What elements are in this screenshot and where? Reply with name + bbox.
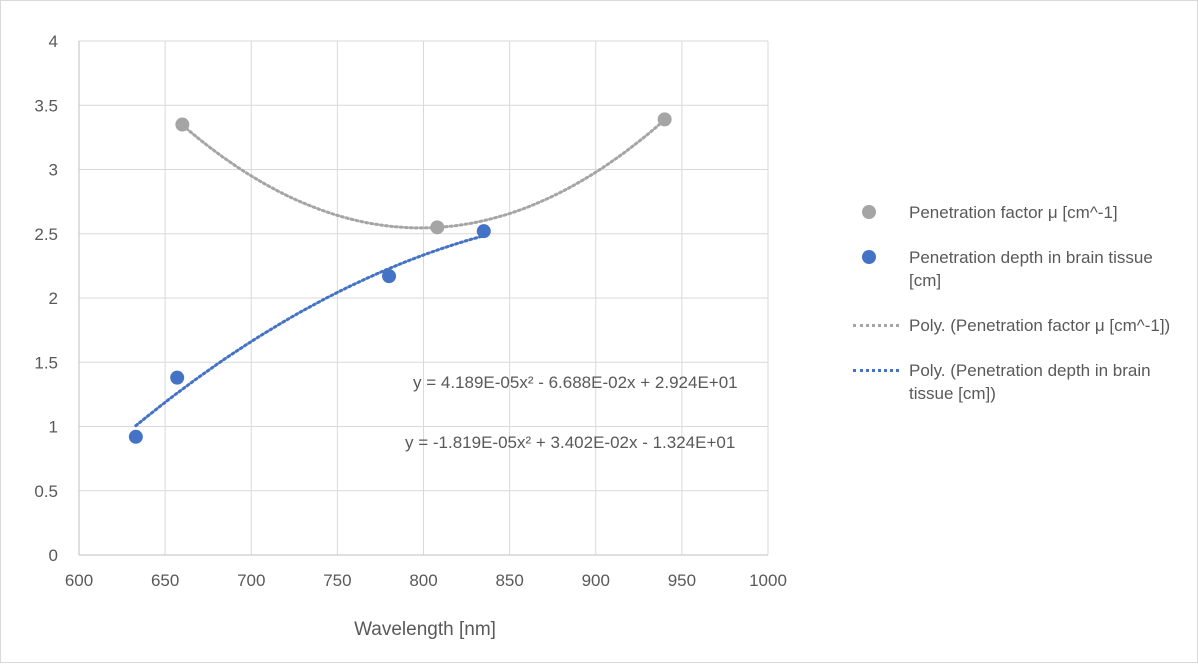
data-point-series-1 (128, 429, 143, 444)
legend-label: Poly. (Penetration depth in brain tissue… (909, 361, 1151, 403)
blue-circle-marker-icon (853, 246, 899, 269)
data-point-series-0 (430, 220, 445, 235)
legend-item-penetration-factor: Penetration factor μ [cm^-1] (853, 201, 1183, 224)
trendline-equation-penetration-factor: y = 4.189E-05x² - 6.688E-02x + 2.924E+01 (413, 373, 738, 392)
x-tick-label: 850 (495, 571, 523, 590)
data-point-series-1 (170, 370, 185, 385)
y-tick-label: 0.5 (34, 482, 58, 501)
legend-label: Penetration factor μ [cm^-1] (909, 203, 1118, 222)
tick-labels: 600 650 700 750 800 850 900 950 1000 0 0.5 1 1.5 2 2.5… (34, 32, 787, 590)
x-tick-label: 700 (237, 571, 265, 590)
data-point-series-1 (476, 224, 491, 239)
trendline-equation-penetration-depth: y = -1.819E-05x² + 3.402E-02x - 1.324E+0… (405, 433, 735, 452)
y-tick-label: 2.5 (34, 225, 58, 244)
legend-label: Poly. (Penetration factor μ [cm^-1]) (909, 316, 1171, 335)
y-tick-label: 3 (49, 161, 58, 180)
x-tick-label: 950 (668, 571, 696, 590)
data-point-series-0 (175, 117, 190, 132)
legend: Penetration factor μ [cm^-1] Penetration… (853, 201, 1183, 427)
blue-dotted-line-icon (853, 359, 899, 382)
gridlines (78, 40, 769, 556)
x-tick-label: 800 (409, 571, 437, 590)
legend-item-penetration-depth: Penetration depth in brain tissue [cm] (853, 246, 1183, 292)
y-tick-label: 2 (49, 289, 58, 308)
axes (78, 41, 768, 556)
x-tick-label: 750 (323, 571, 351, 590)
x-tick-label: 900 (582, 571, 610, 590)
y-tick-label: 1 (49, 418, 58, 437)
legend-item-poly-penetration-factor: Poly. (Penetration factor μ [cm^-1]) (853, 314, 1183, 337)
trendline-series-1 (134, 234, 486, 428)
legend-item-poly-penetration-depth: Poly. (Penetration depth in brain tissue… (853, 359, 1183, 405)
legend-label: Penetration depth in brain tissue [cm] (909, 248, 1153, 290)
y-tick-label: 3.5 (34, 96, 58, 115)
x-tick-label: 650 (151, 571, 179, 590)
y-tick-label: 0 (49, 546, 58, 565)
trendlines (134, 118, 667, 428)
y-tick-label: 4 (49, 32, 58, 51)
x-tick-label: 1000 (749, 571, 787, 590)
x-axis-title: Wavelength [nm] (354, 619, 496, 640)
gray-circle-marker-icon (853, 201, 899, 224)
data-point-series-1 (382, 269, 397, 284)
trendline-series-0 (180, 118, 667, 230)
data-point-series-0 (657, 112, 672, 127)
y-tick-label: 1.5 (34, 353, 58, 372)
data-points (128, 112, 672, 444)
gray-dotted-line-icon (853, 314, 899, 337)
x-tick-label: 600 (65, 571, 93, 590)
